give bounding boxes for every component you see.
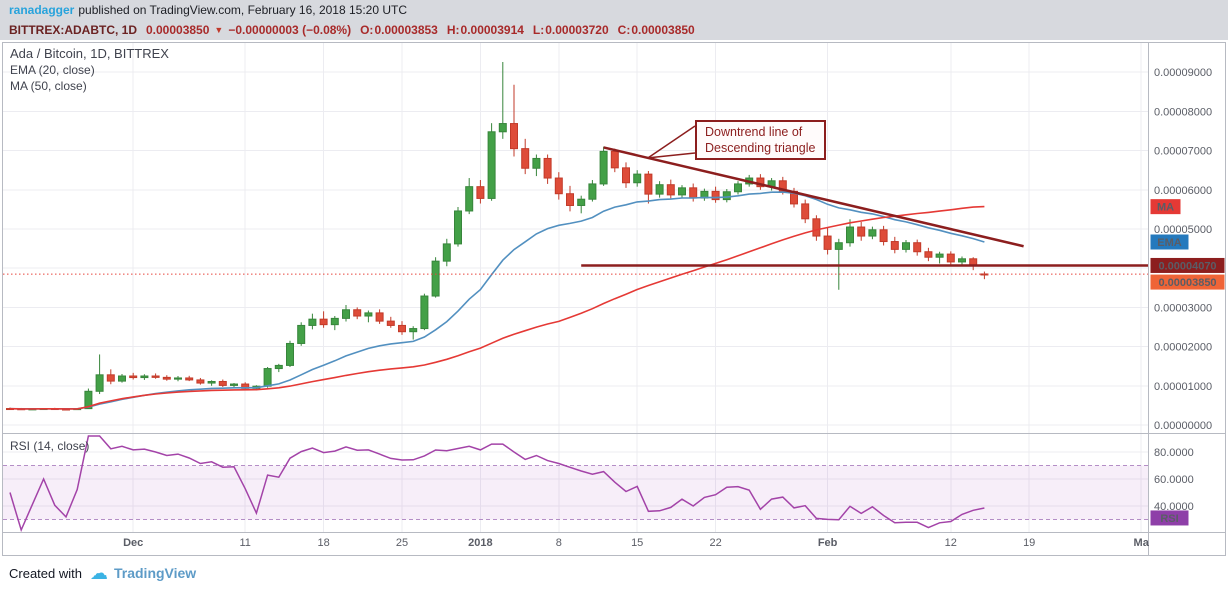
svg-text:0.00006000: 0.00006000 — [1154, 185, 1212, 197]
symbol-title[interactable]: BITTREX:ADABTC, 1D — [9, 23, 137, 37]
rsi-legend[interactable]: RSI (14, close) — [10, 439, 90, 453]
svg-text:11: 11 — [239, 537, 250, 549]
svg-text:EMA: EMA — [1157, 237, 1182, 249]
attribution-bar: ranadagger published on TradingView.com,… — [0, 0, 1228, 20]
svg-text:19: 19 — [1023, 537, 1035, 549]
ema-line[interactable] — [9, 191, 985, 410]
annotation-line2: Descending triangle — [705, 141, 816, 155]
svg-text:0.00001000: 0.00001000 — [1154, 381, 1212, 393]
svg-text:0.00009000: 0.00009000 — [1154, 67, 1212, 79]
svg-text:18: 18 — [317, 537, 329, 549]
svg-text:8: 8 — [556, 537, 562, 549]
legend-symbol[interactable]: Ada / Bitcoin, 1D, BITTREX — [10, 46, 169, 61]
svg-text:60.0000: 60.0000 — [1154, 474, 1194, 486]
low-value: 0.00003720 — [545, 23, 609, 37]
open-label: O: — [360, 23, 374, 37]
svg-text:0.00004070: 0.00004070 — [1158, 260, 1216, 272]
close-value: 0.00003850 — [631, 23, 695, 37]
svg-text:Ma: Ma — [1134, 537, 1150, 549]
high-value: 0.00003914 — [460, 23, 524, 37]
svg-text:80.0000: 80.0000 — [1154, 447, 1194, 459]
svg-text:0.00003850: 0.00003850 — [1158, 277, 1216, 289]
price-axis[interactable]: 0.00009000 0.00008000 0.00007000 0.00006000… — [1154, 67, 1212, 513]
svg-text:12: 12 — [945, 537, 957, 549]
svg-text:40.0000: 40.0000 — [1154, 501, 1194, 513]
chart-area[interactable]: 0.00009000 0.00008000 0.00007000 0.00006000… — [0, 40, 1228, 557]
callout-connector — [647, 125, 696, 159]
svg-text:MA: MA — [1157, 201, 1174, 213]
svg-text:0.00005000: 0.00005000 — [1154, 224, 1212, 236]
low-pair: L:0.00003720 — [533, 23, 609, 37]
tradingview-logo-icon[interactable]: ☁ — [89, 563, 108, 583]
annotation-callout[interactable]: Downtrend line of Descending triangle — [695, 120, 826, 160]
svg-text:25: 25 — [396, 537, 408, 549]
rsi-line[interactable] — [9, 435, 985, 533]
svg-text:2018: 2018 — [468, 537, 492, 549]
time-axis[interactable]: Dec 11 18 25 2018 8 15 22 Feb 12 19 Ma — [123, 537, 1150, 549]
attribution-text: published on TradingView.com, February 1… — [78, 3, 407, 17]
svg-text:Dec: Dec — [123, 537, 143, 549]
axis-badge-rsi: RSI — [1150, 510, 1189, 526]
svg-text:0.00008000: 0.00008000 — [1154, 106, 1212, 118]
svg-text:0.00007000: 0.00007000 — [1154, 146, 1212, 158]
last-price: 0.00003850 — [146, 23, 210, 37]
svg-text:0.00000000: 0.00000000 — [1154, 420, 1212, 432]
high-pair: H:0.00003914 — [447, 23, 524, 37]
candles-layer[interactable] — [6, 62, 989, 411]
legend-ma[interactable]: MA (50, close) — [10, 79, 87, 93]
grid-layer — [3, 43, 1148, 532]
close-label: C: — [617, 23, 631, 37]
rsi-band — [3, 465, 1148, 520]
svg-text:15: 15 — [631, 537, 643, 549]
tradingview-brand-link[interactable]: TradingView — [113, 565, 197, 581]
chart-border — [2, 42, 1226, 556]
svg-text:0.00002000: 0.00002000 — [1154, 342, 1212, 354]
chart-canvas[interactable]: 0.00009000 0.00008000 0.00007000 0.00006000… — [0, 40, 1228, 557]
axis-badge-0.00004070: 0.00004070 — [1150, 257, 1225, 273]
ma-line[interactable] — [9, 205, 985, 410]
axis-badge-ma: MA — [1150, 199, 1181, 215]
downtrend-line[interactable] — [603, 146, 1024, 248]
axis-badge-ema: EMA — [1150, 234, 1189, 250]
down-triangle-icon: ▼ — [214, 25, 224, 35]
svg-text:Feb: Feb — [818, 537, 838, 549]
svg-text:RSI: RSI — [1160, 513, 1178, 525]
axis-badge-0.00003850: 0.00003850 — [1150, 274, 1225, 290]
high-label: H: — [446, 23, 460, 37]
svg-text:22: 22 — [709, 537, 721, 549]
author-link[interactable]: ranadagger — [9, 3, 75, 17]
annotation-line1: Downtrend line of — [705, 125, 803, 139]
footer: Created with ☁ TradingView — [0, 557, 1228, 589]
low-label: L: — [532, 23, 545, 37]
close-pair: C:0.00003850 — [618, 23, 695, 37]
open-value: 0.00003853 — [374, 23, 438, 37]
open-pair: O:0.00003853 — [360, 23, 438, 37]
legend-ema[interactable]: EMA (20, close) — [10, 63, 95, 77]
created-with-text: Created with — [9, 565, 82, 581]
svg-text:0.00003000: 0.00003000 — [1154, 302, 1212, 314]
main-legend: Ada / Bitcoin, 1D, BITTREX EMA (20, clos… — [10, 46, 169, 94]
symbol-info-bar: BITTREX:ADABTC, 1D 0.00003850 ▼ −0.00000… — [0, 20, 1228, 40]
price-change: −0.00000003 (−0.08%) — [228, 23, 352, 37]
callout-connector — [647, 152, 696, 159]
